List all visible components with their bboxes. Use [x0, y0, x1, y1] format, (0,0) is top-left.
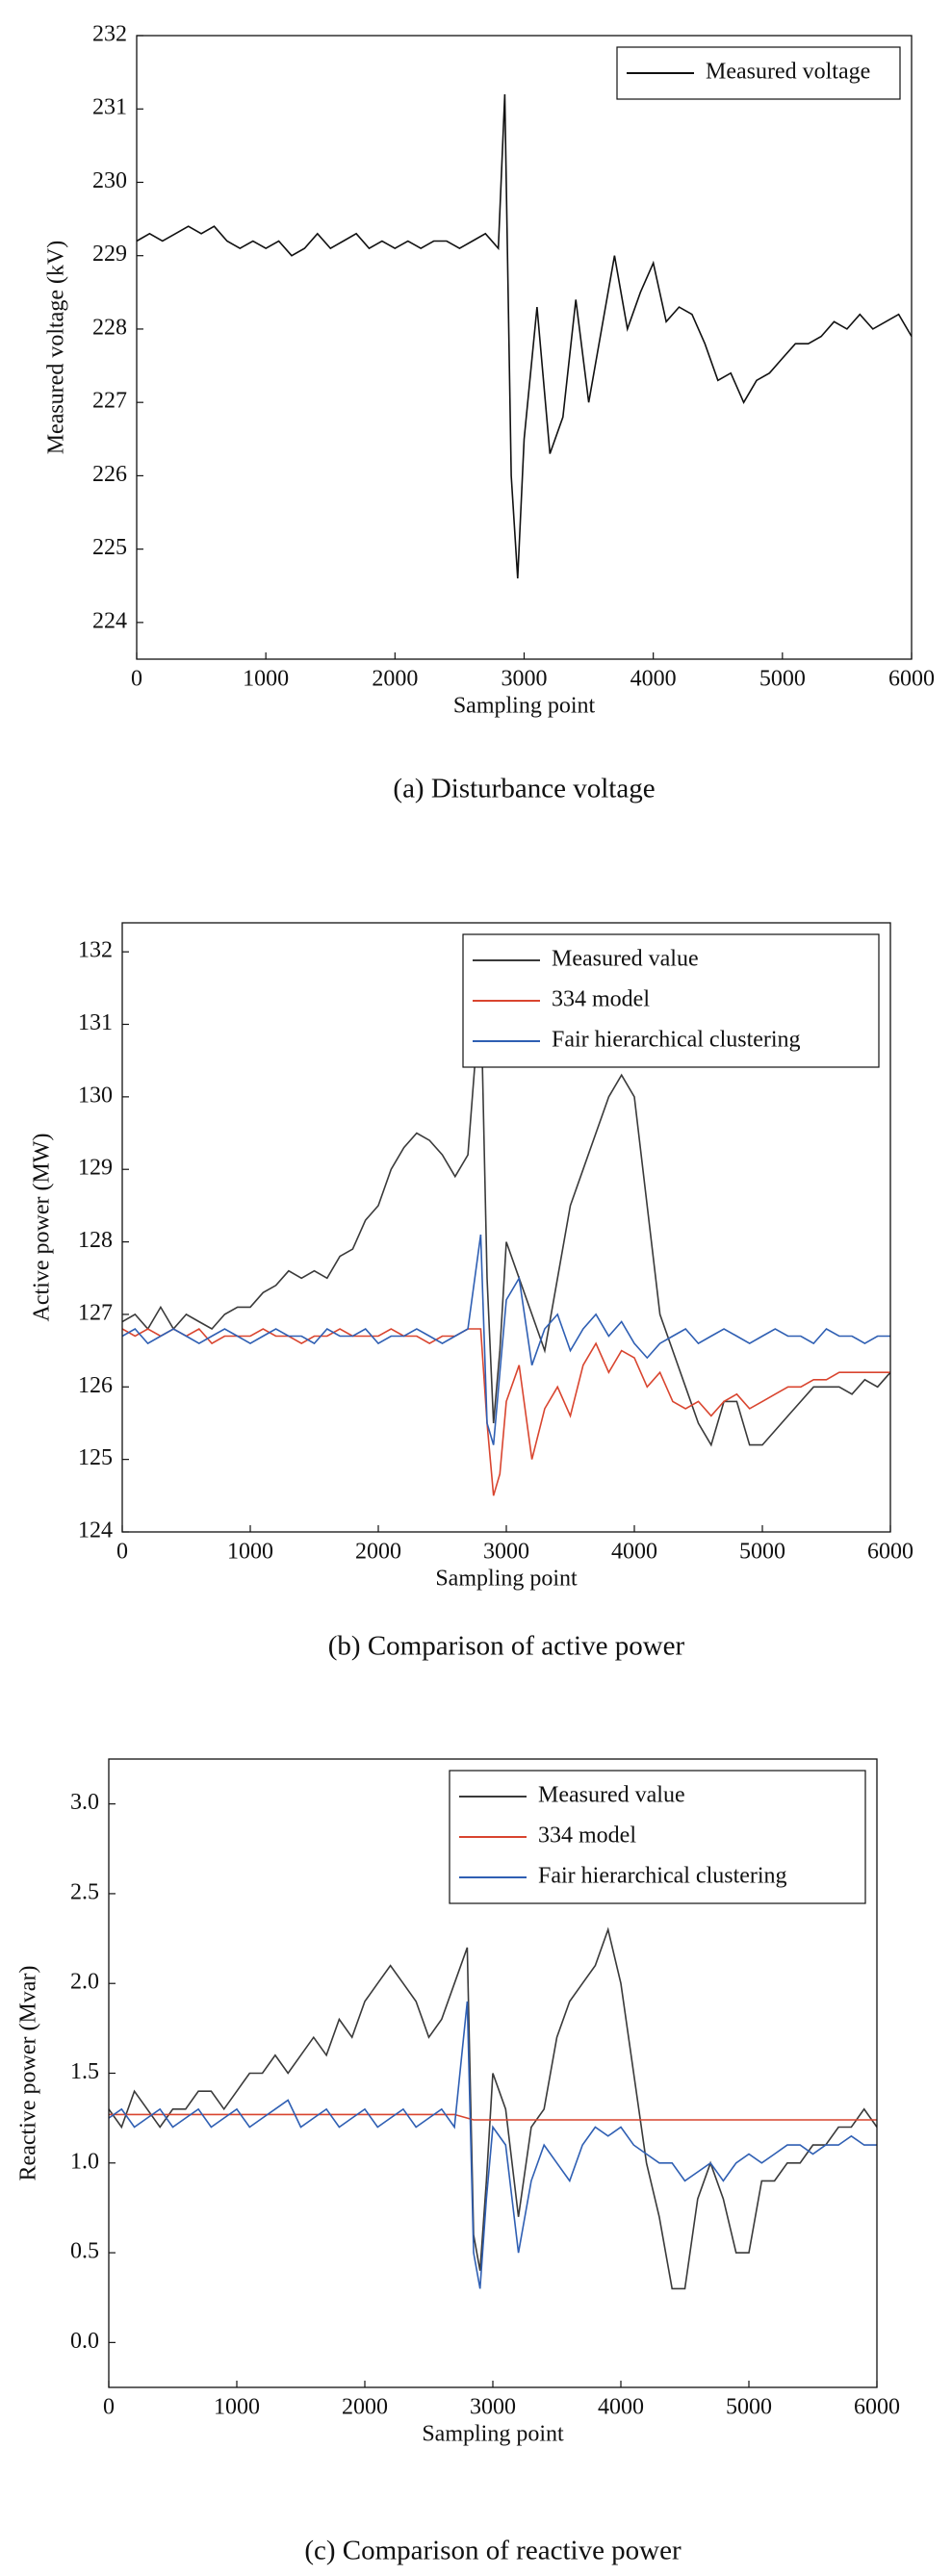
y-tick-label: 232: [92, 22, 127, 47]
caption: (b) Comparison of active power: [328, 1631, 685, 1662]
y-tick-label: 1.5: [70, 2059, 99, 2084]
y-tick-label: 132: [78, 938, 113, 963]
y-tick-label: 226: [92, 462, 127, 487]
data-line: [121, 987, 891, 1447]
y-tick-label: 130: [78, 1083, 113, 1108]
x-tick-label: 2000: [355, 1540, 401, 1565]
data-line: [108, 2001, 877, 2289]
legend-label: Fair hierarchical clustering: [538, 1864, 787, 1889]
x-tick-label: 1000: [227, 1540, 273, 1565]
x-tick-label: 5000: [739, 1540, 785, 1565]
y-tick-label: 227: [92, 389, 127, 414]
x-tick-label: 2000: [372, 667, 418, 692]
x-tick-label: 1000: [214, 2395, 260, 2420]
y-tick-label: 228: [92, 315, 127, 340]
data-line: [108, 1926, 878, 2290]
chart: 0 1000 2000 3000 4000 5000 6000 124 125 126 127 128…: [30, 922, 913, 1662]
x-axis-label: Sampling point: [422, 2422, 564, 2447]
y-tick-label: 0.5: [70, 2239, 99, 2264]
y-tick-label: 1.0: [70, 2149, 99, 2174]
x-tick-label: 5000: [759, 667, 806, 692]
x-tick-label: 4000: [630, 667, 677, 692]
x-tick-label: 4000: [611, 1540, 657, 1565]
y-tick-label: 129: [78, 1156, 113, 1181]
legend-label: Fair hierarchical clustering: [552, 1028, 801, 1053]
data-line: [121, 1327, 890, 1496]
y-tick-label: 3.0: [70, 1790, 99, 1815]
x-tick-label: 1000: [243, 667, 289, 692]
x-tick-label: 3000: [483, 1540, 529, 1565]
legend: Measured value 334 model Fair hierarchical…: [449, 1770, 866, 1904]
data-line: [121, 1234, 890, 1445]
plot-frame: [136, 35, 913, 660]
x-tick-label: 4000: [598, 2395, 644, 2420]
y-axis-label: Measured voltage (kV): [44, 241, 69, 455]
legend: Measured value 334 model Fair hierarchical…: [462, 933, 880, 1068]
y-tick-label: 229: [92, 242, 127, 267]
x-tick-label: 0: [103, 2395, 115, 2420]
legend-label: 334 model: [552, 987, 650, 1012]
x-tick-label: 5000: [726, 2395, 772, 2420]
y-axis-label: Reactive power (Mvar): [16, 1966, 41, 2181]
x-tick-label: 0: [131, 667, 142, 692]
x-tick-label: 3000: [502, 667, 548, 692]
legend-label: Measured voltage: [706, 60, 870, 85]
x-axis-label: Sampling point: [435, 1567, 578, 1592]
x-tick-label: 2000: [342, 2395, 388, 2420]
y-tick-label: 126: [78, 1373, 113, 1398]
x-tick-label: 3000: [470, 2395, 516, 2420]
x-tick-label: 6000: [854, 2395, 900, 2420]
y-axis-label: Active power (MW): [30, 1134, 55, 1322]
y-tick-label: 125: [78, 1445, 113, 1470]
chart: 0 1000 2000 3000 4000 5000 6000 224 225 226 227 228…: [44, 22, 936, 804]
legend-label: Measured value: [538, 1783, 685, 1808]
data-line: [136, 93, 913, 579]
y-tick-label: 230: [92, 168, 127, 193]
y-tick-label: 131: [78, 1010, 113, 1035]
caption: (c) Comparison of reactive power: [304, 2536, 682, 2566]
y-tick-label: 128: [78, 1228, 113, 1253]
legend-label: Measured value: [552, 947, 699, 972]
x-tick-label: 6000: [867, 1540, 913, 1565]
x-tick-label: 6000: [888, 667, 935, 692]
chart: 0 1000 2000 3000 4000 5000 6000 0.0 0.5 1.0 1.5 2.0…: [16, 1758, 900, 2566]
y-tick-label: 0.0: [70, 2329, 99, 2354]
legend: Measured voltage: [616, 46, 901, 100]
caption: (a) Disturbance voltage: [393, 774, 655, 804]
y-tick-label: 224: [92, 608, 127, 633]
y-tick-label: 2.0: [70, 1970, 99, 1995]
legend-label: 334 model: [538, 1824, 636, 1849]
y-tick-label: 124: [78, 1518, 113, 1543]
y-tick-label: 231: [92, 95, 127, 120]
y-tick-label: 225: [92, 535, 127, 560]
x-tick-label: 0: [116, 1540, 128, 1565]
y-tick-label: 2.5: [70, 1879, 99, 1904]
y-tick-label: 127: [78, 1300, 113, 1325]
x-axis-label: Sampling point: [453, 694, 596, 719]
